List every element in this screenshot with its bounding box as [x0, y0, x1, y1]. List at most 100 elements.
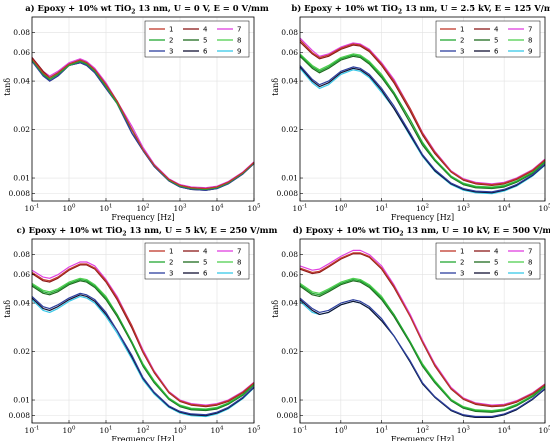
x-tick-label: 100: [334, 204, 348, 214]
y-tick-label: 0.06: [281, 270, 298, 279]
y-axis-label: tanδ: [271, 78, 280, 96]
legend-label-6: 6: [203, 48, 208, 56]
legend-label-5: 5: [203, 37, 207, 45]
panel-title-rest: 13 nm, U = 2.5 kV, E = 125 V/mm: [402, 3, 550, 13]
series-line-3: [299, 65, 546, 193]
legend-label-4: 4: [494, 248, 499, 256]
y-tick-label: 0.04: [281, 299, 298, 308]
legend-label-7: 7: [237, 248, 241, 256]
y-tick-label: 0.008: [9, 189, 31, 198]
panel-title-main: b) Epoxy + 10% wt TiO: [291, 3, 398, 13]
legend-label-6: 6: [203, 270, 208, 278]
legend-label-6: 6: [494, 48, 499, 56]
y-tick-label: 0.008: [9, 411, 31, 420]
legend-label-5: 5: [494, 37, 498, 45]
x-tick-label: 100: [62, 426, 76, 436]
legend-label-4: 4: [203, 26, 208, 34]
x-tick-label: 104: [210, 426, 224, 436]
panel-title-rest: 13 nm, U = 5 kV, E = 250 V/mm: [127, 225, 278, 235]
panel-c: c) Epoxy + 10% wt TiO2 13 nm, U = 5 kV, …: [3, 225, 277, 441]
legend-label-8: 8: [237, 37, 241, 45]
series-line-9: [31, 295, 255, 418]
x-tick-label: 105: [247, 204, 261, 214]
panel-title-rest: 13 nm, U = 0 V, E = 0 V/mm: [135, 3, 268, 13]
series-line-3: [31, 61, 255, 191]
legend-label-5: 5: [203, 259, 207, 267]
legend: 1 4 7 2 5 8 3 6 9: [144, 20, 250, 58]
y-tick-label: 0.01: [13, 174, 30, 183]
series-line-6: [31, 294, 255, 417]
panel-title: b) Epoxy + 10% wt TiO2 13 nm, U = 2.5 kV…: [291, 3, 550, 16]
x-axis-label: Frequency [Hz]: [391, 213, 454, 222]
x-tick-label: 104: [210, 204, 224, 214]
legend-label-9: 9: [237, 270, 241, 278]
legend-label-1: 1: [169, 248, 173, 256]
panel-title: c) Epoxy + 10% wt TiO2 13 nm, U = 5 kV, …: [17, 225, 278, 238]
x-axis-label: Frequency [Hz]: [391, 435, 454, 441]
legend-label-3: 3: [169, 270, 173, 278]
y-tick-label: 0.06: [281, 48, 298, 57]
y-tick-label: 0.08: [281, 28, 298, 37]
legend-label-1: 1: [460, 26, 464, 34]
series-line-5: [31, 280, 255, 412]
legend-label-3: 3: [460, 270, 464, 278]
panel-title-subscript: 2: [122, 231, 126, 238]
x-tick-label: 103: [457, 204, 471, 214]
legend-label-2: 2: [169, 259, 173, 267]
legend-label-1: 1: [460, 248, 464, 256]
y-tick-label: 0.06: [13, 48, 30, 57]
x-tick-label: 105: [247, 426, 261, 436]
panel-title-rest: 13 nm, U = 10 kV, E = 500 V/mm: [404, 225, 550, 235]
legend-label-8: 8: [237, 259, 241, 267]
legend-label-4: 4: [203, 248, 208, 256]
x-tick-label: 101: [375, 426, 388, 436]
series-line-3: [299, 297, 546, 418]
legend-label-7: 7: [528, 248, 532, 256]
legend-label-9: 9: [528, 270, 532, 278]
legend-label-3: 3: [169, 48, 173, 56]
series-line-1: [299, 252, 546, 407]
panel-title-subscript: 2: [131, 9, 135, 16]
panel-a: a) Epoxy + 10% wt TiO2 13 nm, U = 0 V, E…: [3, 3, 269, 222]
x-tick-label: 103: [173, 426, 187, 436]
y-axis-label: tanδ: [3, 300, 12, 318]
x-tick-label: 102: [416, 426, 429, 436]
panel-title-main: d) Epoxy + 10% wt TiO: [293, 225, 400, 235]
series-line-3: [31, 292, 255, 416]
y-tick-label: 0.08: [281, 250, 298, 259]
panel-d: d) Epoxy + 10% wt TiO2 13 nm, U = 10 kV,…: [271, 225, 550, 441]
y-tick-label: 0.02: [13, 125, 30, 134]
series-line-7: [299, 249, 546, 406]
legend-label-8: 8: [528, 37, 532, 45]
panel-title-subscript: 2: [398, 9, 402, 16]
panel-title: d) Epoxy + 10% wt TiO2 13 nm, U = 10 kV,…: [293, 225, 550, 238]
series-line-2: [299, 278, 546, 412]
x-tick-label: 101: [375, 204, 388, 214]
x-tick-label: 10-1: [25, 426, 40, 436]
y-tick-label: 0.02: [281, 347, 298, 356]
y-tick-label: 0.04: [281, 77, 298, 86]
x-tick-label: 101: [99, 426, 112, 436]
legend-label-4: 4: [494, 26, 499, 34]
y-tick-label: 0.04: [13, 77, 30, 86]
legend-label-1: 1: [169, 26, 173, 34]
legend-label-7: 7: [528, 26, 532, 34]
x-tick-label: 10-1: [293, 426, 308, 436]
series-line-1: [299, 39, 546, 186]
y-axis-label: tanδ: [3, 78, 12, 96]
panel-title-main: c) Epoxy + 10% wt TiO: [17, 225, 123, 235]
x-tick-label: 101: [99, 204, 112, 214]
x-tick-label: 10-1: [25, 204, 40, 214]
x-tick-label: 104: [498, 426, 512, 436]
panel-b: b) Epoxy + 10% wt TiO2 13 nm, U = 2.5 kV…: [271, 3, 550, 222]
y-tick-label: 0.01: [281, 396, 298, 405]
legend-label-2: 2: [460, 37, 464, 45]
y-tick-label: 0.08: [13, 250, 30, 259]
legend: 1 4 7 2 5 8 3 6 9: [144, 242, 250, 280]
series-line-6: [299, 66, 546, 194]
x-tick-label: 102: [136, 204, 149, 214]
x-tick-label: 105: [538, 426, 550, 436]
series-line-7: [31, 57, 255, 189]
x-tick-label: 102: [136, 426, 149, 436]
